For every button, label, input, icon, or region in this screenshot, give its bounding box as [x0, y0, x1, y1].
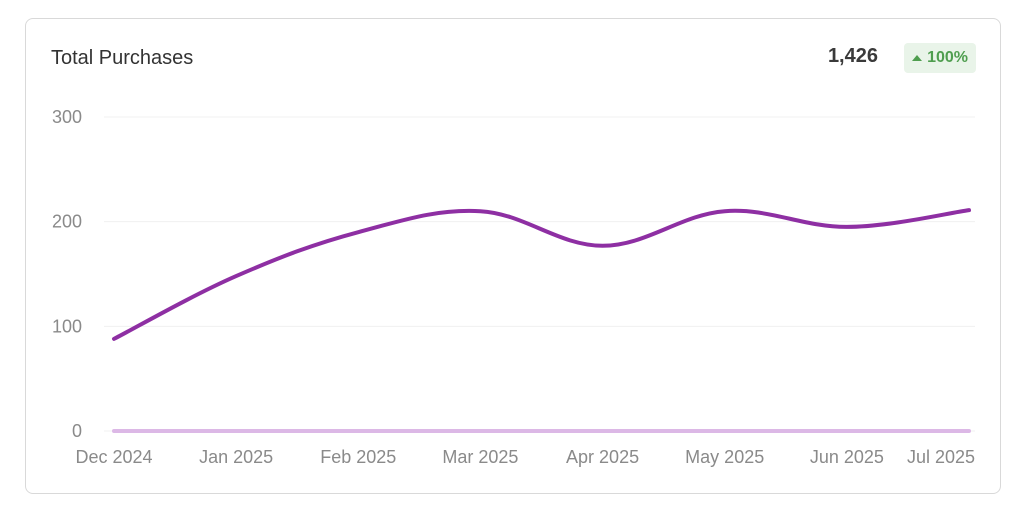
x-tick-label: Mar 2025 [442, 447, 518, 467]
change-badge: 100% [904, 43, 976, 73]
x-tick-label: Jan 2025 [199, 447, 273, 467]
series-line-purchases [112, 208, 971, 341]
y-tick-label: 0 [72, 421, 82, 441]
arrow-up-icon [912, 55, 923, 61]
card-title: Total Purchases [51, 47, 194, 69]
y-tick-label: 200 [52, 212, 82, 232]
y-tick-label: 100 [52, 316, 82, 336]
x-tick-label: Feb 2025 [320, 447, 396, 467]
x-tick-label: Dec 2024 [75, 447, 152, 467]
total-value: 1,426 [827, 45, 878, 67]
change-badge-label: 100% [927, 49, 968, 66]
x-tick-label: Apr 2025 [566, 447, 639, 467]
x-tick-label: Jun 2025 [810, 447, 884, 467]
purchases-card: Total Purchases 1,426 100% [25, 18, 1001, 494]
y-tick-label: 300 [52, 107, 82, 127]
x-tick-label: May 2025 [685, 447, 764, 467]
x-tick-label: Jul 2025 [907, 447, 975, 467]
